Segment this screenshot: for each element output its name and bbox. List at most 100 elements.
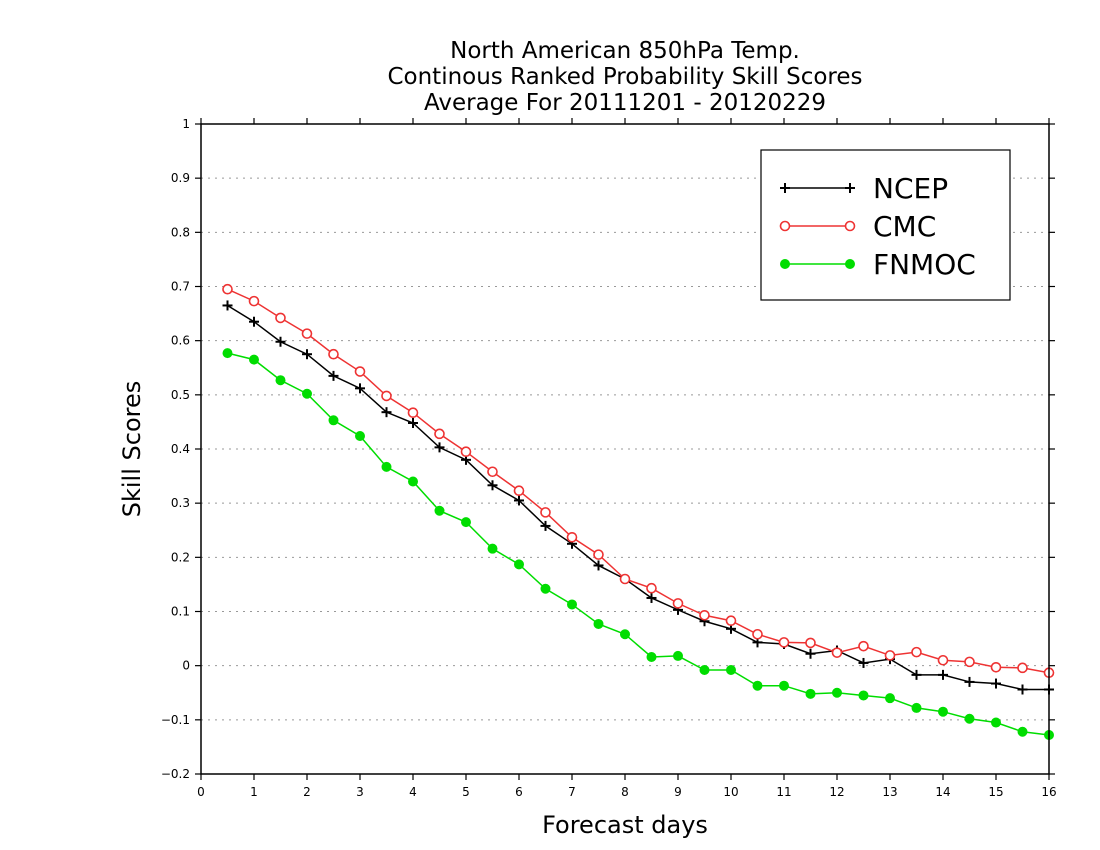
y-tick-label: 0.7 bbox=[171, 280, 190, 294]
data-point-fnmoc bbox=[858, 690, 869, 701]
data-point-fnmoc bbox=[355, 431, 365, 441]
data-point-fnmoc bbox=[275, 375, 286, 386]
data-point-ncep bbox=[222, 300, 233, 311]
axis-ticks: −0.2−0.100.10.20.30.40.50.60.70.80.910 1 2… bbox=[161, 117, 1057, 799]
data-point-ncep bbox=[911, 669, 922, 680]
data-point-cmc bbox=[805, 637, 816, 649]
data-point-fnmoc bbox=[964, 713, 975, 724]
legend-box bbox=[760, 149, 1011, 301]
data-point-fnmoc bbox=[752, 680, 763, 691]
series-line-ncep bbox=[227, 304, 1049, 691]
data-point-cmc bbox=[699, 609, 710, 621]
data-point-cmc bbox=[513, 485, 525, 497]
x-tick-label: 8 bbox=[621, 785, 629, 799]
x-tick-label: 15 bbox=[988, 785, 1003, 799]
data-point-fnmoc bbox=[646, 652, 657, 662]
data-point-cmc bbox=[725, 615, 737, 627]
data-point-fnmoc bbox=[540, 583, 551, 594]
data-point-cmc bbox=[381, 390, 392, 402]
data-point-fnmoc bbox=[567, 599, 577, 610]
x-tick-label: 0 bbox=[197, 785, 205, 799]
data-point-cmc bbox=[434, 428, 445, 440]
data-point-ncep bbox=[991, 678, 1001, 689]
data-point-ncep bbox=[646, 592, 657, 603]
data-point-fnmoc bbox=[726, 665, 736, 675]
y-tick-label: 0.4 bbox=[171, 442, 190, 456]
x-tick-label: 10 bbox=[723, 785, 738, 799]
data-point-cmc bbox=[646, 582, 657, 594]
legend: NCEP CMC FNMOC bbox=[760, 149, 1011, 301]
data-point-fnmoc bbox=[911, 702, 922, 713]
chart-title: North American 850hPa Temp.Continous Ran… bbox=[387, 38, 862, 116]
x-tick-label: 12 bbox=[829, 785, 844, 799]
data-point-fnmoc bbox=[302, 388, 312, 399]
data-point-fnmoc bbox=[673, 650, 683, 661]
data-point-cmc bbox=[752, 628, 763, 640]
data-point-cmc bbox=[354, 366, 366, 377]
x-tick-label: 9 bbox=[674, 785, 682, 799]
x-tick-label: 13 bbox=[882, 785, 897, 799]
data-point-cmc bbox=[858, 640, 869, 652]
data-point-ncep bbox=[805, 648, 816, 659]
legend-marker-cmc bbox=[779, 220, 791, 232]
legend-marker-cmc bbox=[844, 220, 856, 232]
data-point-fnmoc bbox=[381, 461, 392, 472]
y-tick-label: 0.2 bbox=[171, 550, 190, 564]
x-tick-label: 2 bbox=[303, 785, 311, 799]
y-tick-label: 0.1 bbox=[171, 605, 190, 619]
data-point-cmc bbox=[619, 573, 631, 585]
data-point-cmc bbox=[248, 295, 260, 307]
x-tick-label: 7 bbox=[568, 785, 576, 799]
data-point-fnmoc bbox=[249, 354, 259, 365]
legend-marker-fnmoc bbox=[845, 259, 855, 269]
title-line: Continous Ranked Probability Skill Score… bbox=[387, 64, 862, 90]
data-point-cmc bbox=[540, 507, 551, 518]
legend-marker-fnmoc bbox=[780, 259, 790, 269]
y-tick-label: 0.5 bbox=[171, 388, 190, 402]
legend-label-fnmoc: FNMOC bbox=[873, 248, 976, 281]
y-tick-label: 0.8 bbox=[171, 225, 190, 239]
x-tick-label: 6 bbox=[515, 785, 523, 799]
legend-marker-ncep bbox=[780, 183, 790, 193]
y-tick-label: 0 bbox=[182, 659, 190, 673]
data-point-ncep bbox=[355, 383, 365, 394]
data-point-ncep bbox=[328, 370, 339, 381]
data-point-fnmoc bbox=[991, 717, 1001, 728]
data-point-ncep bbox=[381, 407, 392, 418]
x-tick-label: 4 bbox=[409, 785, 417, 799]
y-tick-label: 1 bbox=[182, 117, 190, 131]
data-point-fnmoc bbox=[699, 665, 710, 675]
y-tick-label: 0.9 bbox=[171, 171, 190, 185]
data-point-fnmoc bbox=[593, 618, 604, 629]
data-point-cmc bbox=[672, 598, 684, 609]
x-tick-label: 3 bbox=[356, 785, 364, 799]
x-tick-label: 16 bbox=[1041, 785, 1056, 799]
data-point-ncep bbox=[858, 657, 869, 668]
data-point-fnmoc bbox=[487, 543, 498, 554]
data-point-cmc bbox=[911, 646, 922, 658]
legend-label-cmc: CMC bbox=[873, 210, 936, 243]
data-point-ncep bbox=[593, 560, 604, 571]
data-point-ncep bbox=[275, 336, 286, 347]
series-area bbox=[222, 283, 1055, 740]
data-point-ncep bbox=[408, 418, 418, 428]
data-point-cmc bbox=[964, 656, 975, 668]
data-point-cmc bbox=[937, 654, 949, 666]
x-tick-label: 14 bbox=[935, 785, 950, 799]
y-tick-label: 0.6 bbox=[171, 334, 190, 348]
data-point-fnmoc bbox=[805, 688, 816, 699]
data-point-fnmoc bbox=[885, 693, 895, 704]
data-point-fnmoc bbox=[1017, 726, 1028, 737]
x-tick-label: 1 bbox=[250, 785, 258, 799]
x-tick-label: 11 bbox=[776, 785, 791, 799]
data-point-ncep bbox=[487, 480, 498, 491]
data-point-fnmoc bbox=[620, 629, 630, 640]
data-point-ncep bbox=[514, 495, 524, 506]
data-point-cmc bbox=[990, 661, 1002, 673]
series-fnmoc bbox=[222, 348, 1054, 740]
data-point-ncep bbox=[302, 349, 312, 360]
data-point-ncep bbox=[938, 669, 948, 680]
data-point-cmc bbox=[328, 348, 339, 360]
data-point-cmc bbox=[593, 549, 604, 560]
